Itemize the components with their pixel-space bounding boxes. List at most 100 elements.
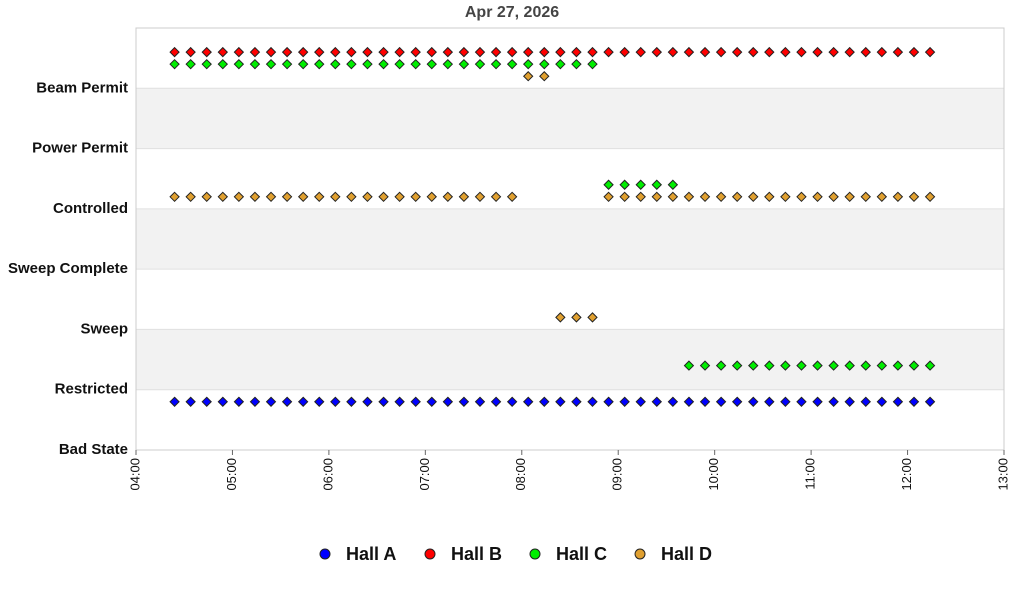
- y-tick-label: Sweep: [80, 320, 128, 337]
- legend-item: Hall A: [319, 544, 396, 564]
- marker: [169, 58, 180, 70]
- marker: [281, 58, 293, 70]
- legend-label: Hall D: [661, 544, 712, 564]
- marker: [603, 396, 614, 407]
- marker: [217, 191, 229, 203]
- marker: [908, 46, 920, 58]
- marker: [297, 58, 309, 70]
- marker: [378, 46, 389, 58]
- marker: [346, 58, 357, 70]
- marker: [474, 396, 486, 407]
- marker: [474, 191, 486, 203]
- marker: [297, 46, 309, 58]
- marker: [780, 360, 791, 371]
- marker: [796, 360, 807, 371]
- marker: [844, 396, 855, 407]
- marker: [715, 46, 727, 58]
- marker: [619, 396, 630, 407]
- marker: [828, 360, 839, 371]
- marker: [924, 360, 936, 371]
- y-tick-label: Bad State: [59, 441, 128, 458]
- marker: [201, 396, 212, 407]
- marker: [217, 46, 229, 58]
- y-tick-label: Power Permit: [32, 140, 128, 157]
- marker: [667, 191, 679, 203]
- marker: [892, 46, 904, 58]
- y-tick-label: Beam Permit: [36, 79, 128, 96]
- marker: [281, 396, 293, 407]
- y-tick-label: Controlled: [53, 200, 128, 217]
- x-tick-label: 10:00: [706, 458, 721, 491]
- marker: [330, 46, 341, 58]
- marker: [297, 191, 309, 203]
- marker: [860, 396, 871, 407]
- marker: [892, 191, 904, 203]
- marker: [796, 46, 807, 58]
- marker: [522, 71, 534, 82]
- marker: [571, 312, 582, 323]
- marker: [635, 191, 646, 203]
- marker: [603, 179, 614, 190]
- marker: [683, 360, 695, 371]
- marker: [812, 396, 823, 407]
- marker: [330, 191, 341, 203]
- marker: [346, 396, 357, 407]
- marker: [314, 58, 325, 70]
- marker: [715, 191, 727, 203]
- marker: [924, 46, 936, 58]
- marker: [603, 191, 614, 203]
- marker: [394, 46, 405, 58]
- y-tick-label: Sweep Complete: [8, 260, 128, 277]
- marker: [378, 396, 389, 407]
- marker: [442, 191, 454, 203]
- marker: [394, 191, 405, 203]
- marker: [667, 46, 679, 58]
- marker: [233, 58, 245, 70]
- marker: [908, 396, 920, 407]
- marker: [860, 191, 871, 203]
- marker: [828, 46, 839, 58]
- marker: [860, 360, 871, 371]
- marker: [892, 396, 904, 407]
- marker: [522, 46, 534, 58]
- marker: [490, 46, 502, 58]
- marker: [378, 58, 389, 70]
- marker: [860, 46, 871, 58]
- marker: [506, 191, 518, 203]
- marker: [201, 58, 212, 70]
- marker: [249, 396, 261, 407]
- legend-swatch: [319, 548, 331, 560]
- plot-border: [135, 27, 1005, 451]
- marker: [667, 179, 679, 190]
- x-tick-label: 07:00: [417, 458, 432, 491]
- marker: [314, 46, 325, 58]
- marker: [249, 46, 261, 58]
- marker: [249, 58, 261, 70]
- marker: [185, 46, 196, 58]
- x-tick-label: 12:00: [899, 458, 914, 491]
- marker: [185, 396, 196, 407]
- marker: [506, 46, 518, 58]
- marker: [426, 46, 437, 58]
- marker: [442, 396, 454, 407]
- x-tick-label: 11:00: [803, 458, 818, 490]
- x-tick-label: 04:00: [127, 458, 142, 491]
- marker: [587, 312, 598, 323]
- marker: [731, 396, 743, 407]
- marker: [619, 191, 630, 203]
- marker: [410, 191, 421, 203]
- marker: [571, 46, 582, 58]
- marker: [764, 360, 775, 371]
- marker: [908, 191, 920, 203]
- marker: [699, 360, 711, 371]
- marker: [539, 46, 550, 58]
- marker: [539, 396, 550, 407]
- marker: [876, 46, 888, 58]
- marker: [828, 396, 839, 407]
- marker: [169, 396, 180, 407]
- marker: [571, 58, 582, 70]
- marker: [281, 191, 293, 203]
- marker: [715, 396, 727, 407]
- band: [136, 208, 1004, 270]
